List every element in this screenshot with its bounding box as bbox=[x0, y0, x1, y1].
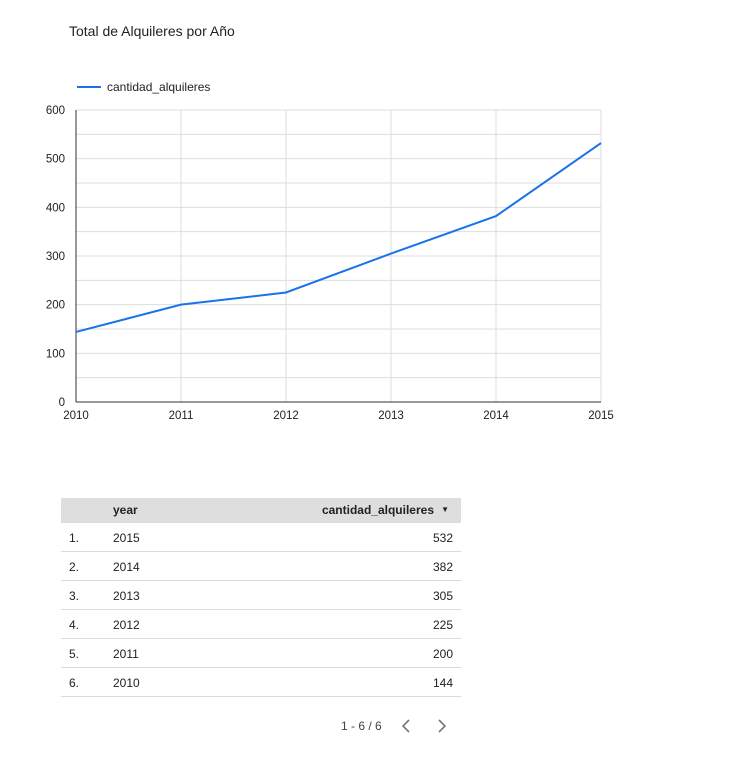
x-tick-label: 2010 bbox=[63, 410, 89, 422]
y-tick-label: 200 bbox=[46, 300, 65, 312]
legend-label: cantidad_alquileres bbox=[107, 80, 211, 94]
chart-title: Total de Alquileres por Año bbox=[69, 23, 235, 39]
x-tick-label: 2013 bbox=[378, 410, 404, 422]
row-index: 6. bbox=[69, 676, 80, 690]
chevron-right-icon[interactable] bbox=[430, 717, 454, 735]
cell-year: 2013 bbox=[113, 589, 140, 603]
table-header: year cantidad_alquileres ▼ bbox=[61, 498, 461, 523]
row-index: 2. bbox=[69, 560, 80, 574]
cell-year: 2014 bbox=[113, 560, 140, 574]
x-tick-label: 2011 bbox=[169, 410, 194, 422]
y-tick-label: 0 bbox=[59, 397, 65, 409]
cell-cantidad-alquileres: 144 bbox=[432, 676, 453, 690]
table-row: 6. 2010 144 bbox=[61, 668, 461, 697]
row-index: 5. bbox=[69, 647, 80, 661]
chevron-left-icon[interactable] bbox=[394, 717, 418, 735]
sort-desc-icon[interactable]: ▼ bbox=[441, 505, 449, 514]
cell-cantidad-alquileres: 382 bbox=[432, 560, 453, 574]
table-body: 1. 2015 532 2. 2014 382 3. 2013 305 4. 2012 225 5. 20… bbox=[61, 523, 461, 697]
table-row: 5. 2011 200 bbox=[61, 639, 461, 668]
row-index: 1. bbox=[69, 531, 80, 545]
y-tick-label: 100 bbox=[46, 348, 65, 360]
series-line[interactable] bbox=[75, 142, 602, 333]
table-row: 4. 2012 225 bbox=[61, 610, 461, 639]
chart-legend[interactable]: cantidad_alquileres bbox=[77, 80, 210, 94]
x-tick-label: 2015 bbox=[588, 410, 614, 422]
y-tick-label: 500 bbox=[46, 154, 65, 166]
x-tick-label: 2014 bbox=[483, 410, 509, 422]
column-header-year[interactable]: year bbox=[113, 503, 138, 517]
x-tick-label: 2012 bbox=[273, 410, 299, 422]
row-index: 3. bbox=[69, 589, 80, 603]
legend-line-swatch bbox=[77, 86, 101, 88]
cell-cantidad-alquileres: 532 bbox=[432, 531, 453, 545]
cell-year: 2015 bbox=[113, 531, 140, 545]
cell-year: 2011 bbox=[113, 647, 139, 661]
y-tick-label: 300 bbox=[46, 251, 65, 263]
cell-cantidad-alquileres: 225 bbox=[432, 618, 453, 632]
y-tick-label: 400 bbox=[46, 202, 65, 214]
y-tick-label: 600 bbox=[46, 105, 65, 117]
column-header-cantidad-alquileres[interactable]: cantidad_alquileres bbox=[321, 503, 434, 517]
line-chart: 0 100 200 300 400 500 600 2010 2011 2012 2013 2014 2… bbox=[46, 105, 614, 422]
table-row: 3. 2013 305 bbox=[61, 581, 461, 610]
cell-year: 2012 bbox=[113, 618, 140, 632]
pagination: 1 - 6 / 6 bbox=[341, 717, 454, 735]
cell-cantidad-alquileres: 200 bbox=[432, 647, 453, 661]
row-index: 4. bbox=[69, 618, 80, 632]
table-row: 1. 2015 532 bbox=[61, 523, 461, 552]
pagination-label: 1 - 6 / 6 bbox=[341, 719, 382, 733]
cell-cantidad-alquileres: 305 bbox=[432, 589, 453, 603]
data-table: year cantidad_alquileres ▼ 1. 2015 532 2. 20… bbox=[61, 498, 461, 697]
table-row: 2. 2014 382 bbox=[61, 552, 461, 581]
cell-year: 2010 bbox=[113, 676, 140, 690]
